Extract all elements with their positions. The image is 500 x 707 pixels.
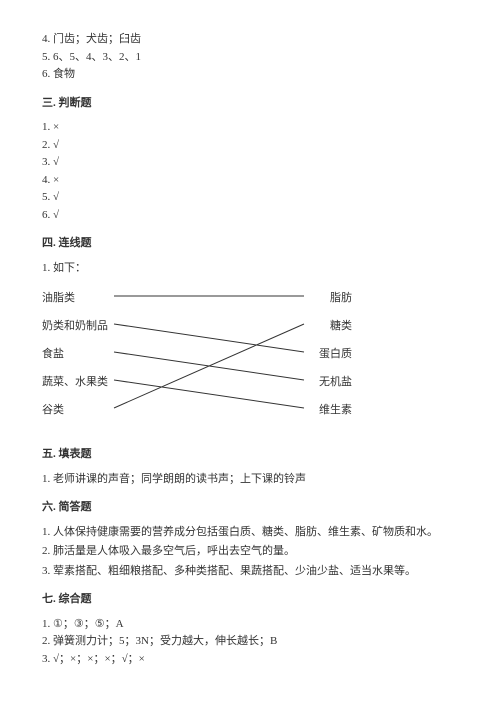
section-5-header: 五. 填表题 [42, 446, 458, 463]
judge-answer-3: 3. √ [42, 154, 458, 171]
judge-answer-5: 5. √ [42, 189, 458, 206]
answer-item-4: 4. 门齿；犬齿；臼齿 [42, 31, 458, 48]
judge-answer-1: 1. × [42, 119, 458, 136]
match-right-item: 脂肪 [330, 290, 352, 307]
judge-answer-6: 6. √ [42, 207, 458, 224]
match-left-item: 奶类和奶制品 [42, 318, 108, 335]
match-left-item: 蔬菜、水果类 [42, 374, 108, 391]
answer-item-6: 6. 食物 [42, 66, 458, 83]
section-6-header: 六. 简答题 [42, 499, 458, 516]
short-answer-1: 1. 人体保持健康需要的营养成分包括蛋白质、糖类、脂肪、维生素、矿物质和水。 [42, 524, 458, 541]
matching-diagram: 油脂类奶类和奶制品食盐蔬菜、水果类谷类 脂肪糖类蛋白质无机盐维生素 [42, 284, 382, 434]
matching-intro: 1. 如下： [42, 260, 458, 277]
match-right-item: 维生素 [319, 402, 352, 419]
match-left-item: 谷类 [42, 402, 64, 419]
judge-answer-2: 2. √ [42, 137, 458, 154]
match-right-item: 无机盐 [319, 374, 352, 391]
answer-item-5: 5. 6、5、4、3、2、1 [42, 49, 458, 66]
composite-answer-3: 3. √；×；×；×；√；× [42, 651, 458, 668]
match-right-item: 蛋白质 [319, 346, 352, 363]
fill-table-answer-1: 1. 老师讲课的声音；同学朗朗的读书声；上下课的铃声 [42, 471, 458, 488]
composite-answer-1: 1. ①；③；⑤；A [42, 616, 458, 633]
composite-answer-2: 2. 弹簧测力计；5；3N；受力越大，伸长越长；B [42, 633, 458, 650]
match-left-item: 食盐 [42, 346, 64, 363]
short-answer-2: 2. 肺活量是人体吸入最多空气后，呼出去空气的量。 [42, 543, 458, 560]
section-3-header: 三. 判断题 [42, 95, 458, 112]
judge-answer-4: 4. × [42, 172, 458, 189]
section-4-header: 四. 连线题 [42, 235, 458, 252]
match-right-item: 糖类 [330, 318, 352, 335]
section-7-header: 七. 综合题 [42, 591, 458, 608]
match-left-item: 油脂类 [42, 290, 75, 307]
short-answer-3: 3. 荤素搭配、粗细粮搭配、多种类搭配、果蔬搭配、少油少盐、适当水果等。 [42, 563, 458, 580]
